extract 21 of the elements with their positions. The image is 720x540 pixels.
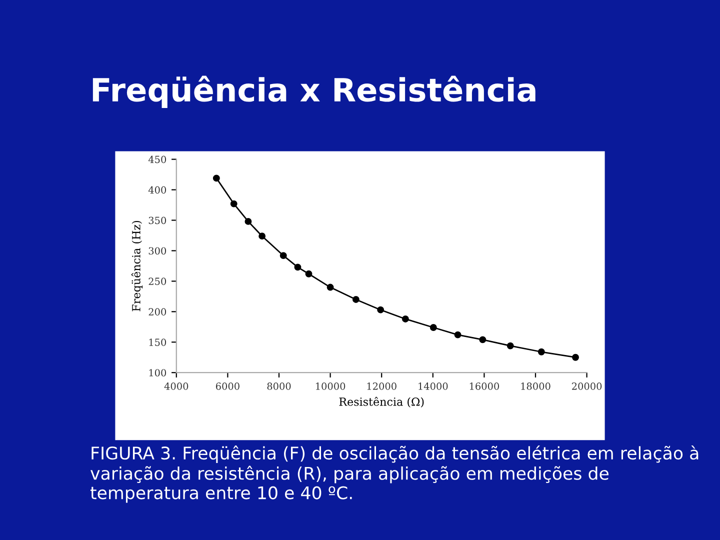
y-tick-label: 400 (148, 186, 166, 194)
y-tick-label: 200 (148, 308, 166, 316)
y-tick-label: 300 (148, 247, 166, 255)
x-tick-label: 18000 (521, 382, 550, 390)
x-tick-label: 20000 (572, 382, 602, 390)
x-axis-title: Resistência (Ω) (339, 396, 424, 408)
x-tick-label: 6000 (216, 382, 240, 390)
text: FIGURA 3. Freqüência (F) de oscilação da tensão elétrica em relação à variação da resistência (R), para aplicação em medições de temperatura entre 10 e 40 ºC. (90, 446, 698, 503)
x-tick-label: 12000 (367, 382, 396, 390)
x-tick-label: 16000 (470, 382, 500, 390)
y-tick-label: 250 (148, 278, 166, 286)
y-tick-label: 350 (148, 216, 166, 224)
x-tick-label: 4000 (164, 382, 188, 390)
x-tick-label: 8000 (267, 382, 291, 390)
y-axis-title: Freqüência (Hz) (131, 220, 143, 312)
y-tick-label: 100 (149, 369, 166, 376)
y-tick-label: 450 (148, 156, 166, 164)
chart-title: Freqüência x Resistência (92, 76, 536, 108)
y-tick-label: 150 (149, 338, 166, 346)
x-tick-label: 14000 (418, 382, 448, 390)
x-tick-label: 10000 (316, 382, 346, 390)
